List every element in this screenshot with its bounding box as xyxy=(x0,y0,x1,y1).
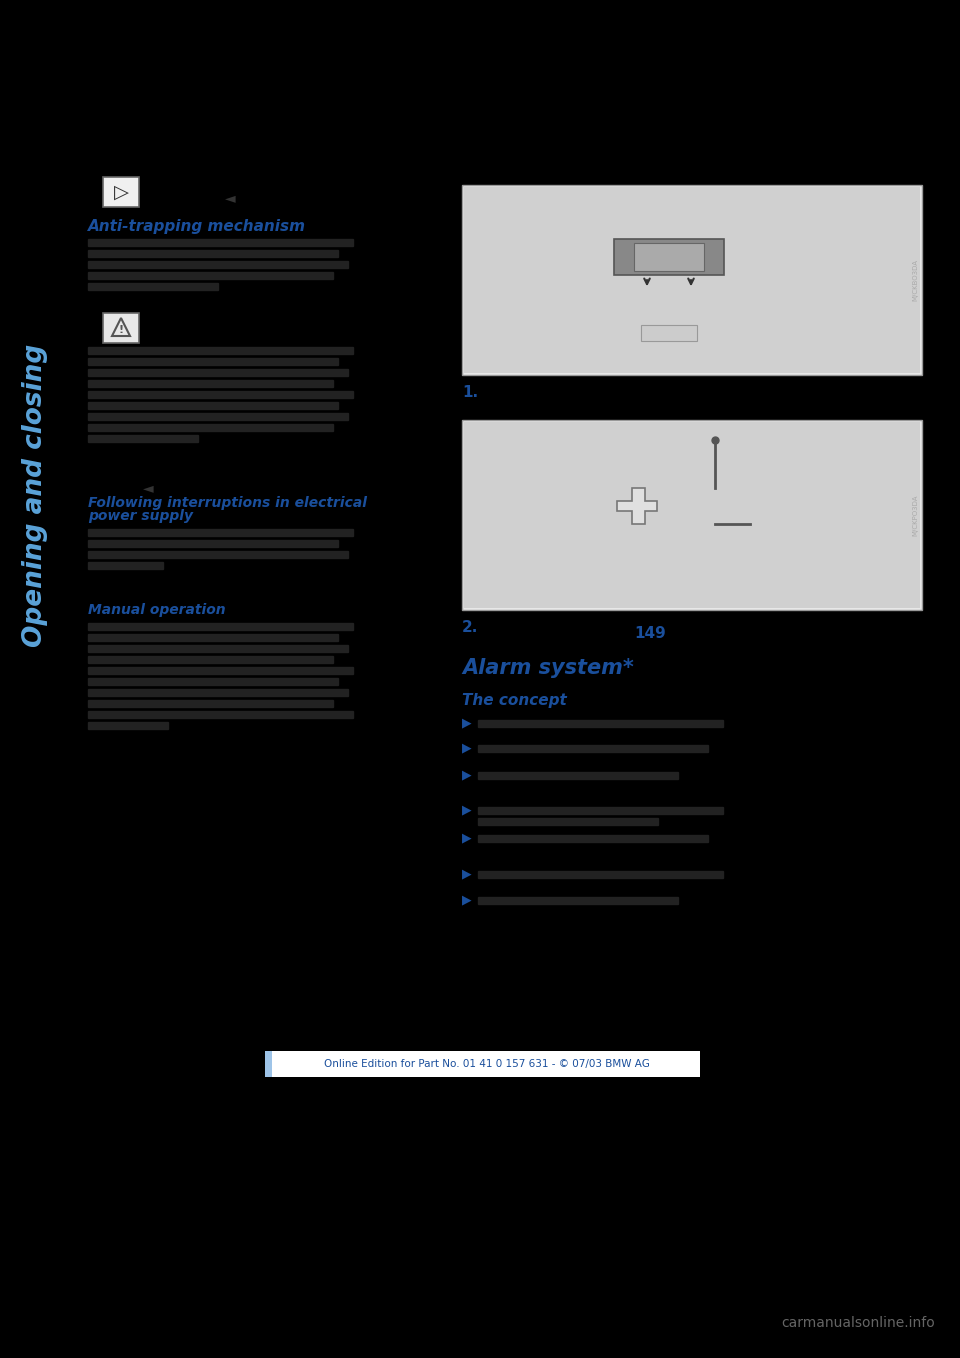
Text: ◄: ◄ xyxy=(225,191,235,205)
Text: ▶: ▶ xyxy=(462,868,471,880)
Text: ▶: ▶ xyxy=(462,717,471,729)
Bar xyxy=(88,530,353,536)
Bar xyxy=(88,722,168,729)
Text: carmanualsonline.info: carmanualsonline.info xyxy=(781,1316,935,1329)
Bar xyxy=(478,898,678,904)
Text: ▶: ▶ xyxy=(462,831,471,845)
Bar xyxy=(88,380,333,387)
Bar xyxy=(462,185,922,375)
Bar xyxy=(614,239,724,276)
Text: ▶: ▶ xyxy=(462,769,471,781)
Text: 2.: 2. xyxy=(462,621,478,636)
Text: ▷: ▷ xyxy=(113,182,129,201)
Bar xyxy=(462,420,922,610)
Bar xyxy=(88,667,353,674)
Bar xyxy=(88,699,333,708)
Text: Anti-trapping mechanism: Anti-trapping mechanism xyxy=(88,219,306,234)
Bar xyxy=(88,239,353,246)
Bar xyxy=(88,634,338,641)
Bar xyxy=(88,435,198,441)
Text: ▶: ▶ xyxy=(462,804,471,816)
Bar xyxy=(634,243,704,272)
Bar xyxy=(88,402,338,409)
Bar xyxy=(88,250,338,257)
Bar xyxy=(265,1051,272,1077)
Bar xyxy=(88,562,163,569)
Bar xyxy=(88,689,348,697)
Bar xyxy=(88,656,333,663)
Bar xyxy=(88,678,338,684)
Text: 1.: 1. xyxy=(462,386,478,401)
Bar xyxy=(88,623,353,630)
Bar xyxy=(478,870,723,879)
Bar xyxy=(88,551,348,558)
Bar xyxy=(265,1051,700,1077)
Bar xyxy=(88,645,348,652)
Bar xyxy=(478,771,678,779)
Bar xyxy=(88,359,338,365)
Bar xyxy=(478,818,658,826)
Bar xyxy=(103,177,139,206)
Text: Following interruptions in electrical: Following interruptions in electrical xyxy=(88,496,367,511)
Text: ▶: ▶ xyxy=(462,894,471,907)
Bar xyxy=(88,261,348,268)
Text: The concept: The concept xyxy=(462,693,566,708)
Bar xyxy=(478,746,708,752)
Bar xyxy=(88,272,333,278)
Bar xyxy=(464,422,920,608)
Bar xyxy=(464,187,920,373)
Bar xyxy=(88,282,218,291)
Text: Alarm system*: Alarm system* xyxy=(462,659,634,678)
Text: power supply: power supply xyxy=(88,509,193,523)
Text: Manual operation: Manual operation xyxy=(88,603,226,617)
Bar xyxy=(478,720,723,727)
Bar xyxy=(88,424,333,430)
Text: 149: 149 xyxy=(635,626,666,641)
Bar xyxy=(88,369,348,376)
Bar xyxy=(88,348,353,354)
Bar xyxy=(88,413,348,420)
Text: Opening and closing: Opening and closing xyxy=(22,344,48,646)
Bar xyxy=(478,835,708,842)
Text: ▶: ▶ xyxy=(462,741,471,755)
Text: M/CKPO3DA: M/CKPO3DA xyxy=(912,494,918,536)
Text: !: ! xyxy=(118,325,124,335)
Bar xyxy=(641,325,697,341)
Bar xyxy=(103,312,139,344)
Bar xyxy=(88,712,353,718)
Text: Online Edition for Part No. 01 41 0 157 631 - © 07/03 BMW AG: Online Edition for Part No. 01 41 0 157 … xyxy=(324,1059,650,1069)
Bar xyxy=(88,540,338,547)
Polygon shape xyxy=(616,488,657,523)
Text: M/CKBO3DA: M/CKBO3DA xyxy=(912,259,918,301)
Bar xyxy=(478,807,723,813)
Bar xyxy=(88,391,353,398)
Text: ◄: ◄ xyxy=(143,481,154,496)
